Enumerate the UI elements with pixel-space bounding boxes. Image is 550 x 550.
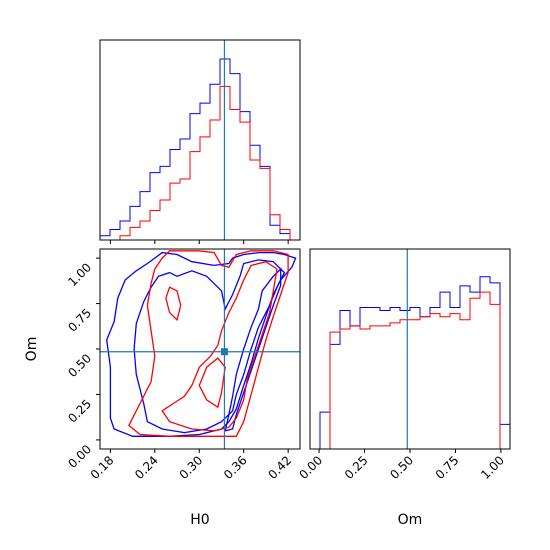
om-axis-label-x: Om — [398, 512, 423, 528]
h0-axis-label: H0 — [190, 512, 209, 528]
om-blue-histogram — [310, 276, 511, 450]
blue-contour-0 — [106, 251, 297, 437]
om-axis-label-y: Om — [24, 337, 40, 362]
h0-histogram-panel — [99, 39, 301, 244]
truth-marker — [220, 348, 228, 356]
h0-blue-histogram — [99, 58, 300, 241]
red-contour-6 — [165, 286, 182, 322]
h0-histogram-frame — [99, 39, 301, 241]
red-contour-3 — [128, 250, 289, 437]
red-contour-4 — [161, 261, 278, 432]
h0-red-histogram — [100, 85, 300, 241]
red-contour-5 — [198, 357, 226, 409]
blue-contour-1 — [133, 259, 286, 434]
om-red-histogram — [310, 291, 510, 450]
blue-contour-2 — [224, 267, 282, 432]
